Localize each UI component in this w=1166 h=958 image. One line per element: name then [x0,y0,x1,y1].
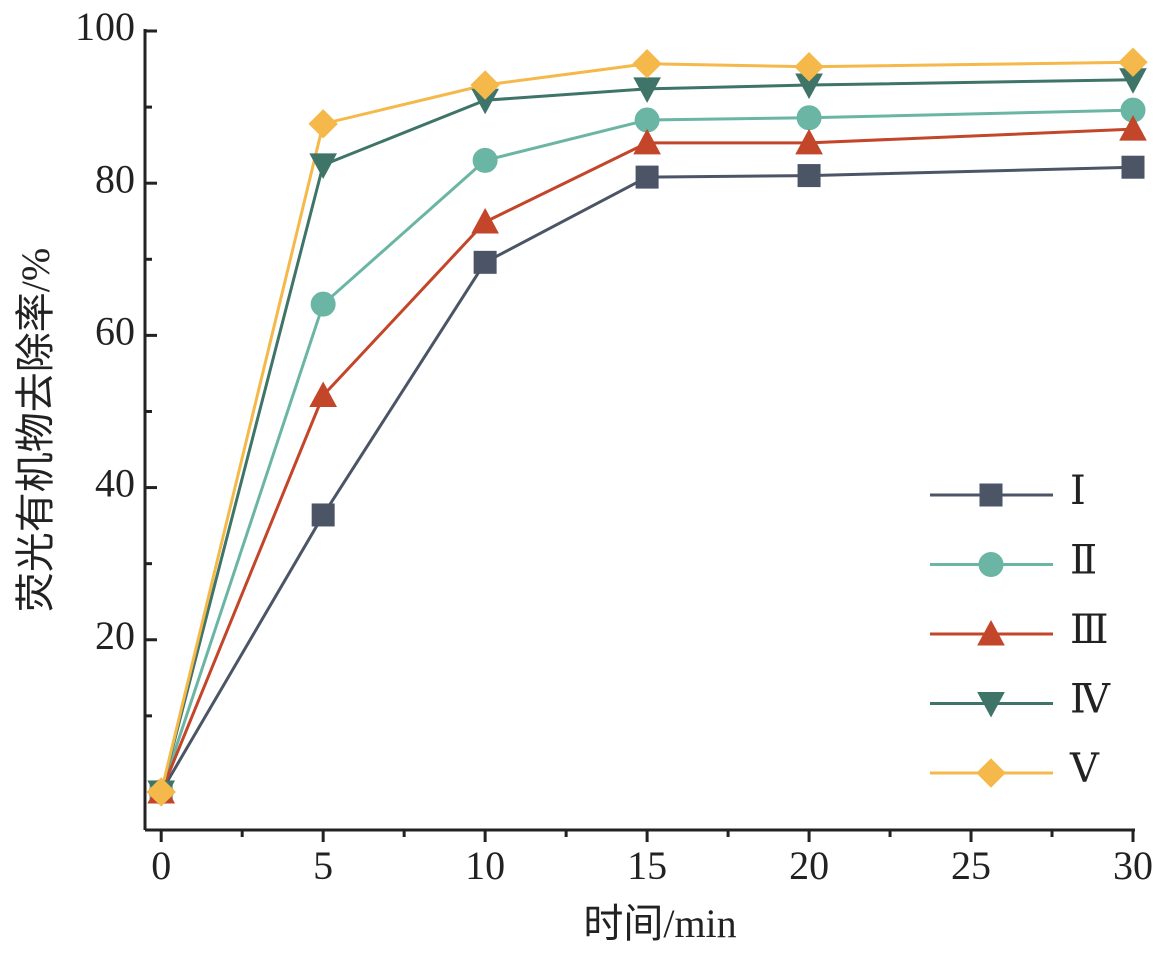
marker [1118,47,1148,77]
series-line [159,127,1134,793]
x-tick-label: 15 [627,843,667,888]
marker [308,109,338,139]
marker [311,503,335,527]
marker [632,49,662,79]
series-line [159,165,1134,793]
legend-label: Ⅳ [1070,677,1111,722]
y-tick-label: 100 [75,4,135,49]
marker [796,105,822,131]
x-tick-label: 25 [951,843,991,888]
legend-label: Ⅰ [1070,468,1086,513]
marker [146,777,176,807]
marker [309,381,338,407]
marker [635,165,659,189]
legend-label: Ⅲ [1070,607,1109,652]
marker [795,128,823,155]
y-tick-label: 40 [95,461,135,506]
y-tick-label: 80 [95,156,135,201]
x-tick-label: 30 [1113,843,1153,888]
marker [1121,155,1145,179]
series-line [159,60,1134,793]
marker [978,552,1004,577]
y-tick-label: 60 [95,309,135,354]
x-tick-label: 20 [789,843,829,888]
marker [634,107,660,133]
marker [633,128,661,155]
marker [309,153,338,179]
marker [976,758,1006,788]
x-tick-label: 10 [465,843,505,888]
x-axis-label: 时间/min [583,901,736,946]
series-line [159,78,1134,793]
y-axis-label: 荧光有机物去除率/% [13,248,58,612]
marker [471,207,499,234]
marker [473,250,497,274]
marker [1119,115,1147,141]
x-tick-label: 0 [151,843,171,888]
series-line [159,108,1134,793]
marker [470,70,500,100]
marker [472,147,498,173]
marker [794,52,824,82]
y-tick-label: 20 [95,613,135,658]
x-tick-label: 5 [313,843,333,888]
marker [797,164,821,188]
legend-label: Ⅴ [1069,746,1100,791]
marker [977,619,1005,646]
marker [310,291,336,317]
marker [979,483,1003,507]
marker [977,692,1005,718]
legend-label: Ⅱ [1070,538,1097,583]
